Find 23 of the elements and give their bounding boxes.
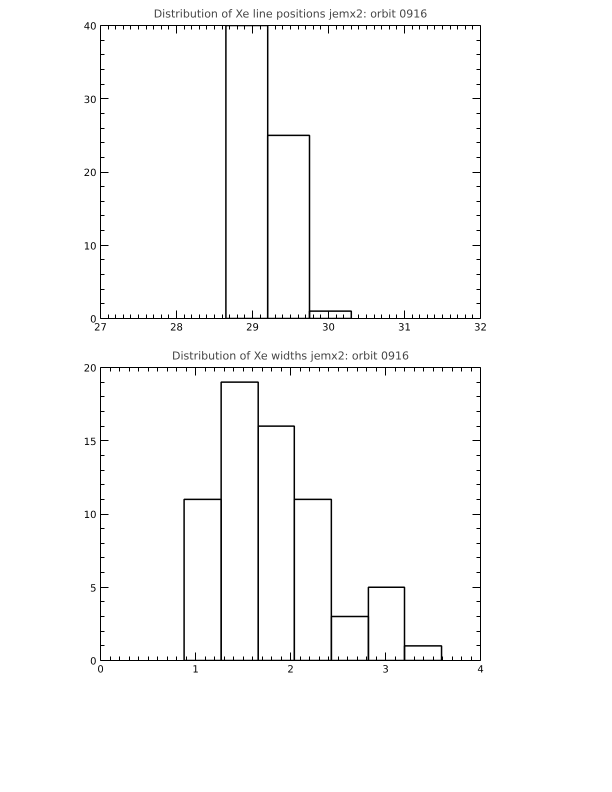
x-tick-label: 4 bbox=[477, 664, 484, 676]
x-tick-label: 27 bbox=[94, 322, 107, 334]
x-tick-label: 29 bbox=[246, 322, 259, 334]
y-tick-label: 40 bbox=[84, 22, 97, 32]
y-tick-label: 30 bbox=[84, 94, 97, 106]
x-tick-label: 1 bbox=[192, 664, 199, 676]
chart-title: Distribution of Xe widths jemx2: orbit 0916 bbox=[172, 350, 409, 362]
x-tick-label: 0 bbox=[97, 664, 104, 676]
x-tick-label: 32 bbox=[474, 322, 487, 334]
y-tick-label: 0 bbox=[90, 656, 97, 668]
x-tick-label: 3 bbox=[382, 664, 389, 676]
y-tick-label: 10 bbox=[84, 241, 97, 252]
x-tick-label: 30 bbox=[322, 322, 335, 334]
x-tick-label: 2 bbox=[287, 664, 294, 676]
y-tick-label: 20 bbox=[84, 364, 97, 374]
x-tick-label: 28 bbox=[170, 322, 183, 334]
y-tick-label: 10 bbox=[84, 510, 97, 521]
y-tick-label: 15 bbox=[84, 436, 97, 448]
x-tick-label: 31 bbox=[398, 322, 411, 334]
y-tick-label: 5 bbox=[90, 583, 97, 594]
chart-title: Distribution of Xe line positions jemx2: orbit 0916 bbox=[154, 8, 428, 20]
y-tick-label: 0 bbox=[90, 314, 97, 326]
y-tick-label: 20 bbox=[84, 168, 97, 179]
